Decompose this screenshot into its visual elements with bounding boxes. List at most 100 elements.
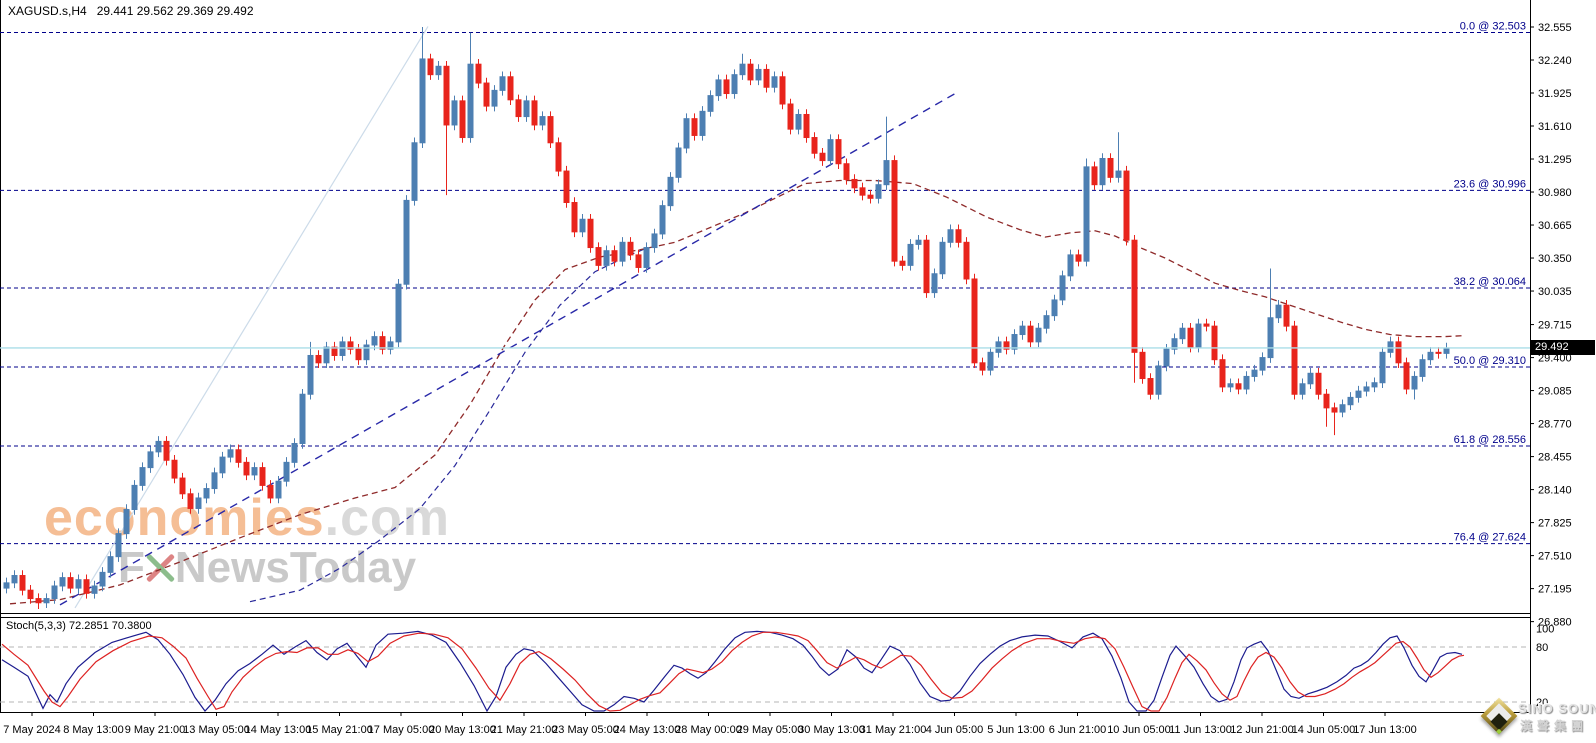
candle [811, 137, 818, 154]
candle [835, 139, 842, 165]
candle [579, 218, 586, 233]
stochastic-name: Stoch(5,3,3) [6, 620, 66, 632]
candle [419, 58, 426, 144]
price-axis-label: 29.715 [1538, 320, 1572, 332]
candle [619, 241, 626, 262]
watermark-tagline-rest: NewsToday [174, 543, 417, 592]
candle [1179, 327, 1186, 340]
candle [83, 579, 90, 594]
price-axis-label: 29.400 [1538, 353, 1572, 365]
candle [515, 99, 522, 118]
ma-line-red [9, 179, 1466, 605]
candle [827, 139, 834, 162]
candle [1411, 375, 1418, 390]
symbol-timeframe-label: XAGUSD.s,H4 [8, 4, 87, 18]
time-axis-label: 29 May 05:00 [737, 724, 804, 736]
time-axis-label: 8 May 13:00 [63, 724, 124, 736]
candle [851, 178, 858, 189]
fib-label: 50.0 @ 29.310 [1454, 355, 1526, 367]
candle [891, 160, 898, 262]
price-axis-label: 28.455 [1538, 452, 1572, 464]
candle [339, 341, 346, 356]
ma-line-blue [249, 247, 649, 603]
fib-label: 23.6 @ 30.996 [1454, 178, 1526, 190]
candle [763, 68, 770, 88]
candle [331, 346, 338, 356]
price-axis-label: 29.085 [1538, 386, 1572, 398]
candle [1403, 362, 1410, 390]
candle [1251, 369, 1258, 377]
time-axis-label: 30 May 13:00 [798, 724, 865, 736]
candle [979, 362, 986, 371]
stoch-level-label: 20 [1536, 697, 1548, 709]
trendline [59, 91, 958, 606]
sino-sound-logo: SINO SOUND 漢聲集團 [1476, 695, 1596, 743]
candle [427, 58, 434, 76]
candle [771, 76, 778, 88]
price-axis-label: 30.035 [1538, 286, 1572, 298]
price-axis-label: 31.295 [1538, 154, 1572, 166]
candle [547, 116, 554, 144]
price-axis-label: 28.770 [1538, 419, 1572, 431]
candle [803, 113, 810, 139]
candle [1099, 157, 1106, 186]
candle [1107, 157, 1114, 178]
candle [363, 344, 370, 361]
candle [507, 76, 514, 101]
candle [1371, 382, 1378, 388]
candle [1211, 325, 1218, 361]
candle [499, 76, 506, 91]
time-axis-label: 11 Jun 13:00 [1169, 724, 1232, 736]
candle [1235, 383, 1242, 390]
candle [19, 575, 26, 591]
candle [571, 201, 578, 233]
candle [379, 336, 386, 350]
candle [931, 273, 938, 294]
candle [819, 152, 826, 162]
candle [1443, 347, 1450, 354]
candle [59, 577, 66, 587]
time-axis-label: 21 May 21:00 [491, 724, 558, 736]
candle [1355, 390, 1362, 398]
candle [1051, 299, 1058, 317]
candle [163, 440, 170, 461]
candle [187, 493, 194, 509]
candle [195, 497, 202, 509]
candle [723, 79, 730, 95]
candle [779, 76, 786, 105]
candle [299, 393, 306, 444]
candle [563, 170, 570, 203]
logo-name-chinese: 漢聲集團 [1520, 719, 1589, 733]
price-axis-label: 30.980 [1538, 187, 1572, 199]
candle [11, 575, 18, 584]
candle [1291, 325, 1298, 395]
candle [923, 239, 930, 294]
candle [155, 440, 162, 453]
candle [1035, 327, 1042, 343]
candle [179, 477, 186, 495]
time-axis-label: 4 Jun 05:00 [926, 724, 984, 736]
candle [1427, 351, 1434, 361]
candle [1171, 338, 1178, 350]
price-axis-label: 26.880 [1538, 617, 1572, 629]
fib-label: 0.0 @ 32.503 [1460, 20, 1526, 32]
candle [1155, 365, 1162, 395]
candle [715, 79, 722, 97]
logo-diamond-icon [1480, 697, 1518, 735]
current-price-tag: 29.492 [1531, 340, 1595, 355]
candle [1331, 407, 1338, 413]
candle [403, 199, 410, 285]
chart-title: XAGUSD.s,H4 29.441 29.562 29.369 29.492 [8, 4, 254, 18]
price-axis-label: 30.350 [1538, 253, 1572, 265]
candle [411, 142, 418, 201]
candle [1219, 359, 1226, 388]
time-axis-label: 14 May 13:00 [245, 724, 312, 736]
candle [1339, 404, 1346, 413]
stochastic-values: 72.2851 70.3800 [68, 620, 152, 632]
candle [1259, 357, 1266, 371]
time-axis-label: 31 May 21:00 [860, 724, 927, 736]
candle [211, 472, 218, 490]
candle [107, 556, 114, 573]
candle [939, 241, 946, 275]
